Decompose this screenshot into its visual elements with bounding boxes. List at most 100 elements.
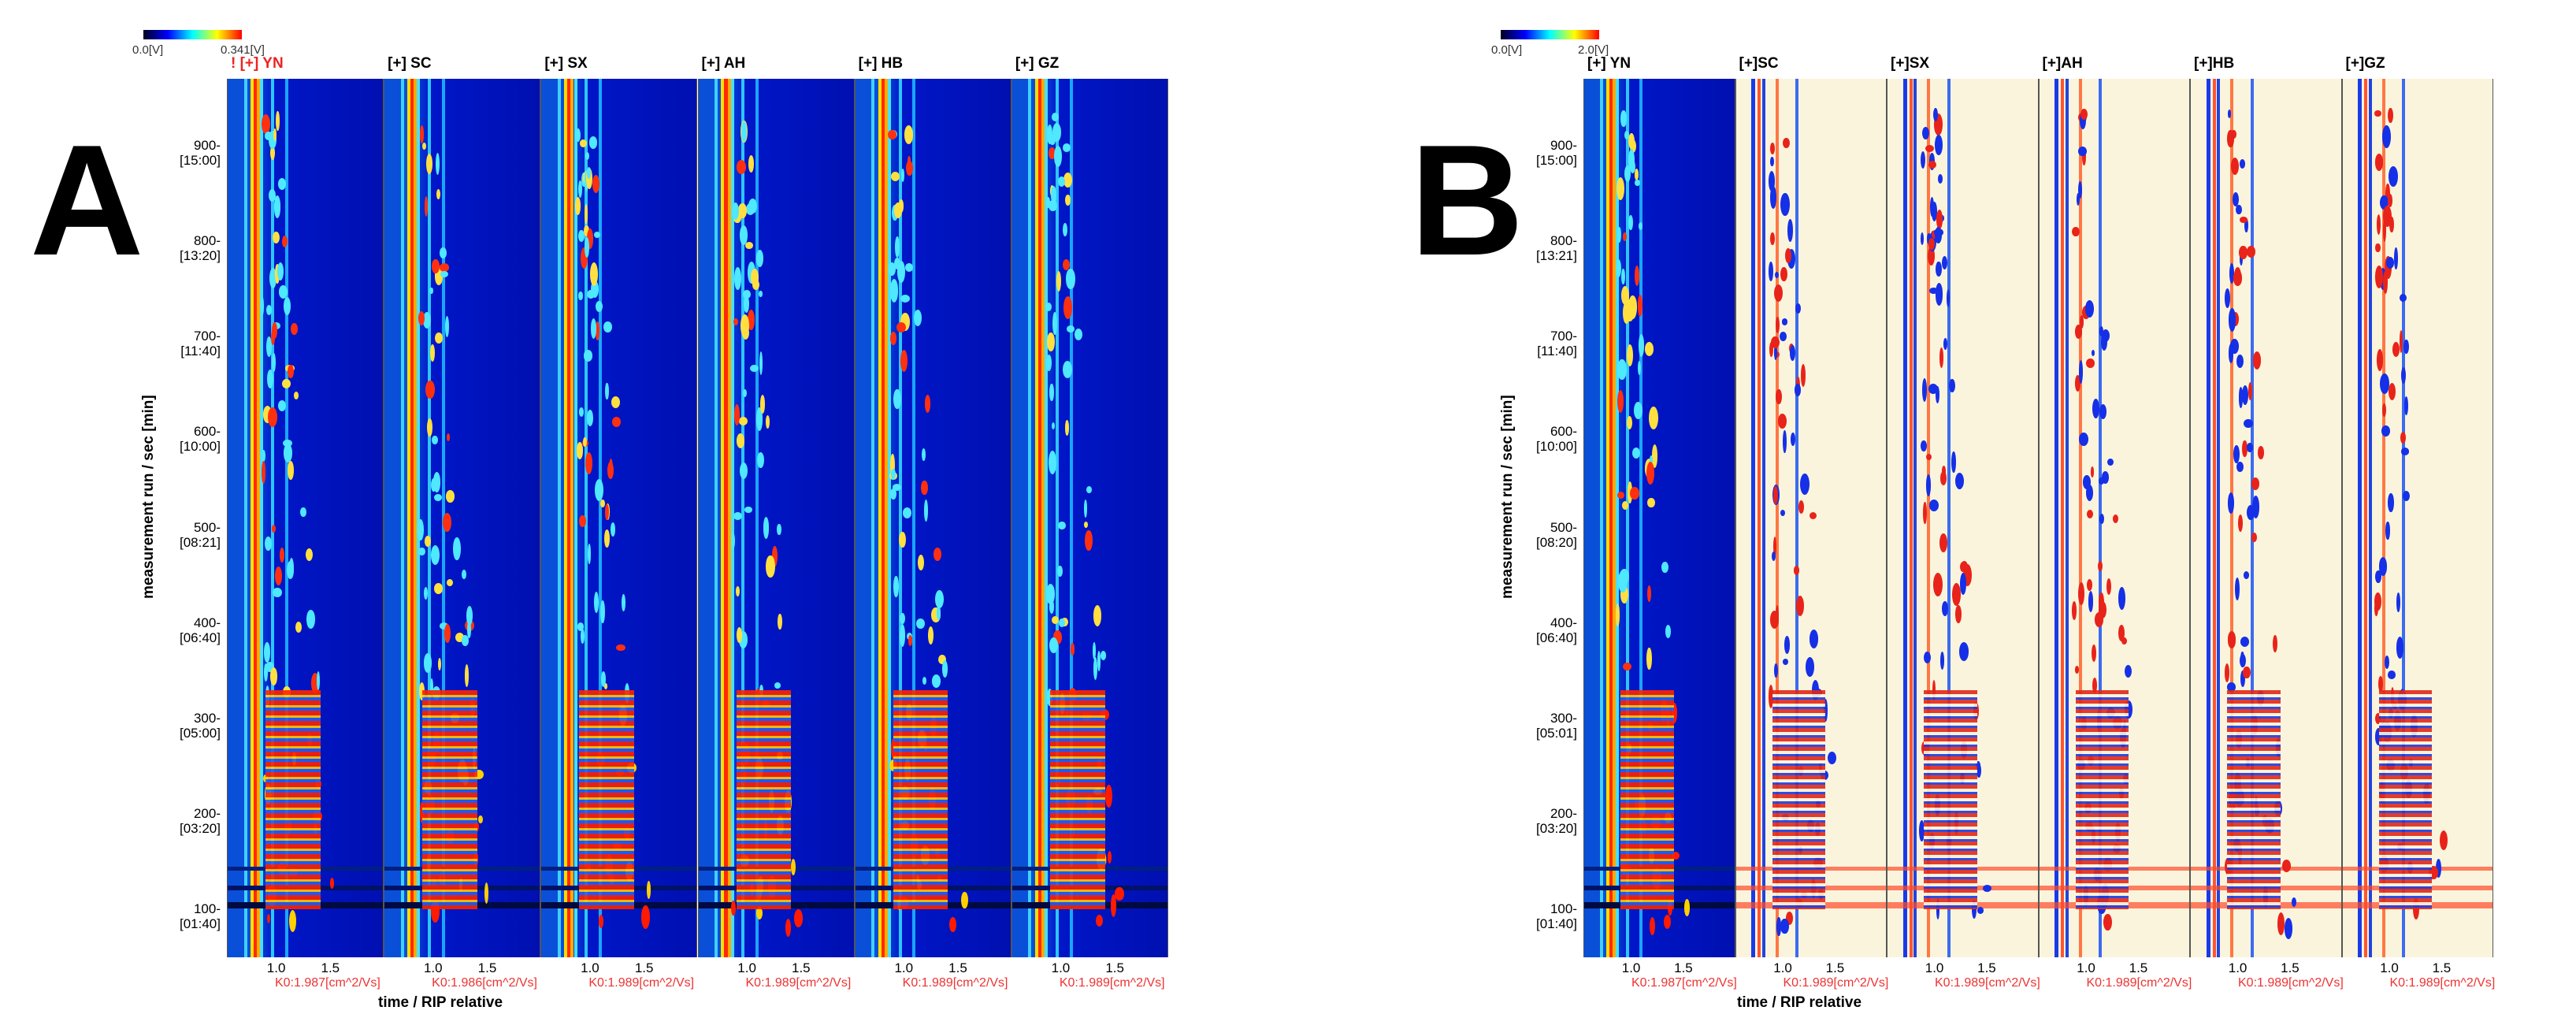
signal-spot	[590, 280, 599, 298]
signal-spot	[2098, 477, 2104, 485]
signal-spot	[1775, 272, 1780, 279]
rip-band	[1626, 79, 1630, 957]
signal-spot	[1627, 416, 1633, 429]
signal-spot	[1949, 378, 1955, 393]
signal-spot	[1617, 359, 1627, 380]
signal-spot	[1793, 566, 1800, 575]
signal-spot	[931, 607, 941, 622]
signal-spot	[1066, 268, 1075, 289]
signal-spot	[2380, 195, 2389, 210]
signal-spot	[1628, 132, 1635, 149]
signal-spot	[2403, 490, 2411, 502]
signal-spot	[738, 202, 747, 219]
signal-spot	[1054, 145, 1063, 168]
sample-name: [+] YN	[239, 55, 284, 72]
signal-spot	[744, 506, 753, 514]
signal-spot	[2385, 257, 2394, 269]
rip-band	[1609, 79, 1613, 957]
y-tick-label: 100- [01:40]	[170, 901, 221, 931]
y-tick-time: [03:20]	[1536, 821, 1577, 837]
signal-spot	[435, 153, 440, 176]
signal-spot	[922, 448, 926, 461]
rip-band	[1028, 79, 1032, 957]
signal-spot	[2238, 514, 2244, 533]
signal-spot	[1086, 486, 1093, 494]
signal-spot	[288, 909, 296, 933]
signal-spot	[580, 139, 588, 147]
signal-spot	[1621, 285, 1630, 305]
signal-spot	[2227, 682, 2236, 692]
y-tick-time: [11:40]	[180, 344, 221, 359]
signal-spot	[2102, 471, 2110, 484]
signal-spot	[1934, 134, 1943, 155]
signal-spot	[731, 901, 736, 916]
signal-spot	[1638, 333, 1645, 358]
signal-spot	[585, 236, 590, 258]
k0-label: K0:1.989[cm^2/Vs]	[2238, 976, 2344, 990]
signal-spot	[1928, 247, 1935, 266]
signal-spot	[437, 657, 441, 671]
signal-spot	[584, 225, 589, 236]
sample-strips-a: ! [+] YN 1.0 1.5 K0:1.987[cm^2/Vs] [+] SC 1.0…	[227, 55, 1168, 990]
y-tick-label: 100- [01:40]	[1527, 901, 1577, 931]
sample-strip-ah: [+] AH 1.0 1.5 K0:1.989[cm^2/Vs]	[697, 55, 855, 990]
colorbar-b-min: 0.0[V]	[1491, 43, 1523, 57]
rip-band	[1615, 79, 1619, 957]
signal-spot	[924, 500, 929, 522]
signal-spot	[578, 292, 583, 300]
signal-spot	[1785, 912, 1794, 926]
sample-strip-yn: [+] YN 1.0 1.5 K0:1.987[cm^2/Vs]	[1583, 55, 1737, 990]
colorbar-a	[143, 30, 242, 39]
low-region-cluster	[1620, 689, 1674, 910]
signal-spot	[1057, 176, 1066, 188]
signal-spot	[466, 606, 473, 626]
signal-spot	[1063, 143, 1071, 152]
signal-spot	[1936, 262, 1942, 277]
signal-spot	[1939, 471, 1947, 486]
signal-spot	[265, 537, 272, 552]
signal-spot	[2388, 493, 2394, 513]
signal-spot	[2233, 444, 2240, 463]
signal-spot	[2239, 216, 2248, 224]
signal-spot	[1955, 473, 1965, 490]
signal-spot	[2079, 111, 2087, 130]
signal-spot	[2381, 425, 2390, 436]
signal-spot	[462, 635, 469, 646]
signal-spot	[2435, 859, 2441, 879]
signal-spot	[1946, 288, 1950, 308]
signal-spot	[1631, 447, 1641, 459]
rip-band	[2212, 79, 2216, 957]
signal-spot	[1620, 268, 1625, 285]
signal-spot	[903, 507, 912, 518]
signal-spot	[893, 388, 901, 410]
signal-spot	[578, 407, 585, 417]
signal-spot	[1621, 501, 1628, 510]
sample-strip-sx: [+]SX 1.0 1.5 K0:1.989[cm^2/Vs]	[1887, 55, 2040, 990]
signal-spot	[928, 626, 934, 645]
signal-spot	[2074, 325, 2083, 340]
signal-spot	[1049, 450, 1057, 474]
signal-spot	[646, 881, 651, 900]
signal-spot	[2227, 631, 2236, 648]
rip-band	[755, 79, 759, 957]
y-tick-time: [15:00]	[180, 152, 221, 168]
signal-spot	[896, 260, 906, 283]
signal-spot	[748, 198, 757, 214]
rip-band	[1947, 79, 1951, 957]
signal-spot	[1976, 763, 1981, 778]
signal-spot	[1092, 641, 1097, 659]
signal-spot	[2118, 625, 2125, 642]
signal-spot	[1809, 630, 1819, 648]
y-tick-time: [03:20]	[180, 821, 221, 837]
rip-band	[1069, 79, 1073, 957]
signal-spot	[1063, 172, 1072, 188]
signal-spot	[316, 671, 321, 691]
signal-spot	[1634, 266, 1639, 286]
signal-spot	[2077, 193, 2080, 206]
sample-strip-hb: [+]HB 1.0 1.5 K0:1.989[cm^2/Vs]	[2190, 55, 2344, 990]
signal-spot	[1827, 752, 1836, 765]
signal-spot	[936, 606, 941, 620]
signal-spot	[580, 247, 588, 269]
y-tick-label: 200- [03:20]	[170, 806, 221, 836]
signal-spot	[1049, 637, 1059, 653]
